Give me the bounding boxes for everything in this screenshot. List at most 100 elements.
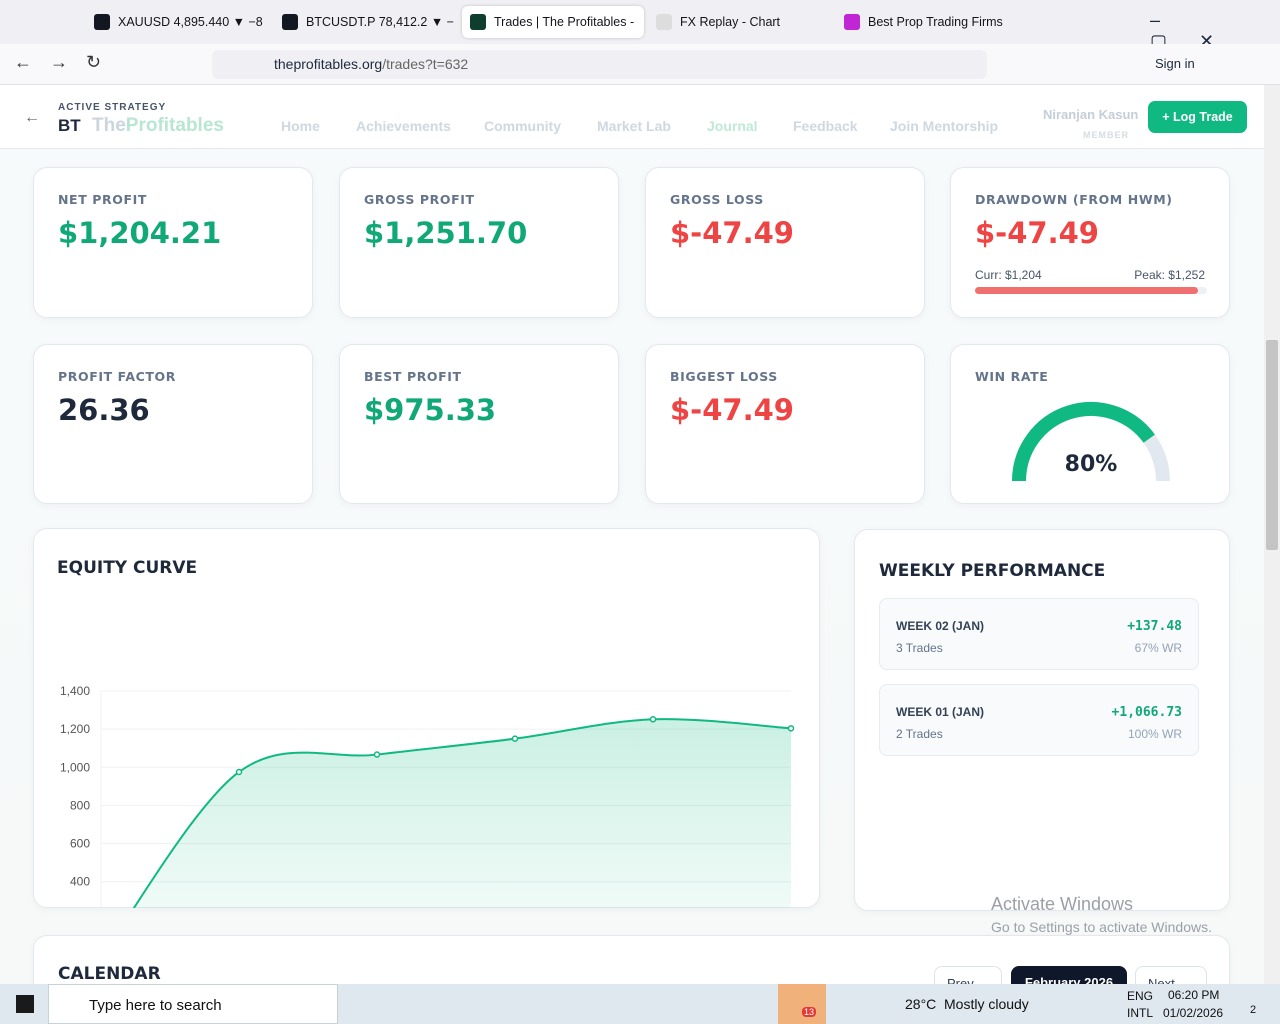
start-button[interactable] [16,995,34,1013]
tab[interactable]: BTCUSDT.P 78,412.2 ▼ − [274,6,456,38]
stat-value: $-47.49 [975,216,1099,250]
url-path: /trades?t=632 [382,56,469,72]
stat-value: 26.36 [58,393,150,427]
tab-bar: XAUUSD 4,895.440 ▼ −8 BTCUSDT.P 78,412.2… [0,0,1280,51]
tab[interactable]: FX Replay - Chart [648,6,828,38]
month: February 2026 [1011,966,1127,984]
chart-title: EQUITY CURVE [57,558,197,578]
nav-link[interactable]: Feedback [793,118,858,134]
y-tick-label: 1,200 [60,722,90,736]
brand: Profitables [125,115,224,136]
equity-point [649,716,657,723]
tab[interactable]: Best Prop Trading Firms [836,6,1016,38]
equity-point [787,725,795,732]
y-tick-label: 800 [70,798,90,812]
equity-point [235,768,243,776]
week-winrate: 100% WR [1127,727,1182,741]
week-name: WEEK 02 (JAN) [896,619,985,633]
language: ENG [1127,989,1154,1003]
taskbar: Type here to search 13 28°C Mostly cloud… [0,984,1280,1024]
watermark: Go to Settings to activate Windows. [991,919,1212,935]
y-tick-label: 1,000 [60,760,90,774]
equity-line [132,718,792,908]
user-name: Niranjan Kasun [1043,107,1139,122]
nav-link[interactable]: Home [281,118,320,134]
tab[interactable]: XAUUSD 4,895.440 ▼ −8 [86,6,266,38]
tab-active[interactable]: Trades | The Profitables - [462,6,644,38]
watermark: Activate Windows [991,894,1134,914]
app-header: ← ACTIVE STRATEGY BT TheProfitables Home… [0,85,1264,149]
brand: The [92,115,126,136]
stat-label: WIN RATE [975,369,1049,384]
tab-title: BTCUSDT.P 78,412.2 ▼ − [306,15,454,29]
nav-link[interactable]: Journal [707,118,758,134]
nav-buttons[interactable]: ←→↻ [14,52,120,72]
y-tick-label: 600 [70,837,90,851]
week-pnl: +137.48 [1127,619,1182,634]
stat-label: BIGGEST LOSS [670,369,778,384]
week-winrate: 67% WR [1134,641,1182,655]
drawdown-track [975,287,1207,294]
search-placeholder: Type here to search [89,997,222,1014]
week-name: WEEK 01 (JAN) [896,705,985,719]
equity-area [133,719,791,908]
stat-value: $1,251.70 [364,216,528,250]
prev-button[interactable]: Prev [934,966,1002,984]
active-strategy-label: ACTIVE STRATEGY [58,102,167,113]
tab-title: XAUUSD 4,895.440 ▼ −8 [118,15,263,29]
clock-time: 06:20 PM [1168,988,1220,1002]
gauge-fill [1012,402,1155,482]
stat-card: BIGGEST LOSS $-47.49 [645,344,925,504]
week-trades: 3 Trades [896,641,943,655]
search-box[interactable]: Type here to search [48,984,338,1024]
calendar-card: CALENDAR Prev February 2026 Next [33,935,1230,984]
nav-link[interactable]: Achievements [356,118,451,134]
tab-title: Trades | The Profitables - [494,15,635,29]
strategy: BT [58,116,81,135]
clock-date: 01/02/2026 [1163,1006,1224,1020]
stat-card: BEST PROFIT $975.33 [339,344,619,504]
stat-label: NET PROFIT [58,192,148,207]
gauge: 80% [1012,402,1170,482]
weather: Mostly cloudy [944,996,1029,1012]
sign-in[interactable]: Sign in [1155,56,1195,71]
stat-label: PROFIT FACTOR [58,369,177,384]
badge: 13 [802,1007,817,1017]
stat-value: $975.33 [364,393,497,427]
equity-point [373,751,381,758]
equity-point [511,735,519,742]
stat-card: GROSS PROFIT $1,251.70 [339,167,619,318]
nav-link[interactable]: Join Mentorship [890,118,999,134]
gauge-label: 80% [1065,452,1118,477]
drawdown-peak: Peak: $1,252 [1134,268,1205,282]
nav-link[interactable]: Market Lab [597,118,671,134]
language: INTL [1127,1006,1154,1020]
week-trades: 2 Trades [896,727,943,741]
log-trade-button[interactable]: + Log Trade [1148,101,1247,133]
temperature: 28°C [905,996,937,1012]
stat-card: PROFIT FACTOR 26.36 [33,344,313,504]
drawdown-bar [975,287,1199,294]
notification-count[interactable]: 2 [1250,1004,1257,1016]
nav-link[interactable]: Community [484,118,561,134]
week-row: WEEK 01 (JAN) +1,066.73 2 Trades 100% WR [879,684,1199,756]
next-button[interactable]: Next [1135,966,1207,984]
user-role: MEMBER [1083,130,1129,140]
drawdown-curr: Curr: $1,204 [975,268,1042,282]
stat-card: NET PROFIT $1,204.21 [33,167,313,318]
telegram-app[interactable]: 13 [778,984,826,1024]
week-row: WEEK 02 (JAN) +137.48 3 Trades 67% WR [879,598,1199,670]
week-pnl: +1,066.73 [1111,705,1182,720]
url-bar[interactable]: theprofitables.org/trades?t=632 [212,50,987,79]
page: ← ACTIVE STRATEGY BT TheProfitables Home… [0,85,1264,984]
y-tick-label: 1,400 [60,684,90,698]
url-host: theprofitables.org [274,56,383,72]
calendar-title: CALENDAR [58,964,161,984]
stat-label: DRAWDOWN (FROM HWM) [975,192,1173,207]
stat-card: DRAWDOWN (FROM HWM) $-47.49 Curr: $1,204 Pe… [950,167,1230,318]
scrollbar[interactable] [1264,85,1280,984]
tab-title: FX Replay - Chart [680,15,781,29]
stat-card: GROSS LOSS $-47.49 [645,167,925,318]
stat-value: $1,204.21 [58,216,222,250]
win-rate-card: WIN RATE 80% [950,344,1230,504]
